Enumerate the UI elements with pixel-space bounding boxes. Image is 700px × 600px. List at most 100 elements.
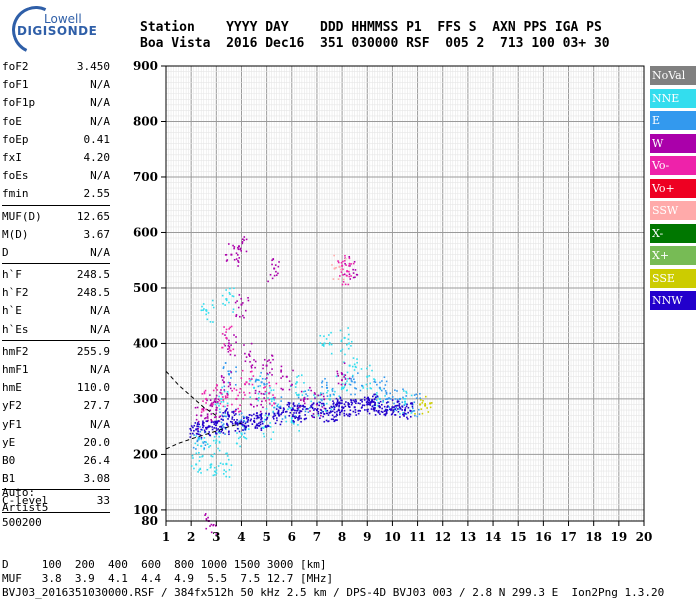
echo-point (227, 458, 230, 461)
echo-point (226, 396, 229, 399)
echo-point (293, 423, 295, 425)
echo-point (284, 411, 287, 413)
echo-point (298, 402, 300, 405)
param-value: N/A (90, 78, 110, 92)
echo-point (294, 409, 296, 412)
echo-point (216, 407, 218, 409)
echo-point (273, 267, 276, 270)
echo-point (338, 409, 341, 412)
echo-point (404, 400, 406, 403)
echo-point (202, 309, 204, 311)
echo-point (272, 358, 274, 361)
echo-point (206, 415, 209, 417)
echo-point (290, 417, 293, 420)
echo-point (379, 381, 381, 384)
echo-point (394, 405, 397, 407)
echo-point (322, 345, 325, 347)
echo-point (214, 416, 216, 419)
echo-point (204, 513, 207, 515)
station-header: Station YYYY DAY DDD HHMMSS P1 FFS S AXN… (140, 20, 610, 52)
echo-point (241, 433, 243, 436)
echo-point (211, 304, 214, 306)
echo-point (319, 392, 322, 394)
echo-point (216, 389, 218, 391)
echo-point (259, 375, 262, 377)
echo-point (338, 265, 341, 268)
echo-point (257, 392, 260, 395)
footer-info: D 100 200 400 600 800 1000 1500 3000 [km… (2, 558, 664, 600)
echo-point (282, 411, 284, 413)
echo-point (196, 440, 199, 443)
echo-point (218, 441, 221, 444)
echo-point (233, 247, 235, 250)
legend-item-sse: SSE (650, 268, 696, 288)
echo-point (397, 410, 400, 413)
echo-point (222, 405, 225, 408)
echo-point (220, 401, 223, 403)
echo-point (418, 413, 421, 415)
echo-point (267, 397, 269, 399)
echo-point (303, 402, 306, 405)
echo-point (303, 400, 305, 403)
echo-point (211, 299, 214, 302)
echo-point (372, 401, 375, 403)
echo-point (302, 404, 305, 407)
echo-point (255, 378, 258, 381)
echo-point (189, 432, 192, 435)
echo-point (311, 406, 314, 409)
echo-point (406, 403, 408, 406)
echo-point (293, 404, 296, 407)
echo-point (217, 398, 220, 401)
echo-point (323, 335, 325, 338)
echo-point (203, 392, 206, 395)
param-label: C-level (2, 494, 49, 508)
echo-point (222, 419, 224, 421)
echo-point (212, 306, 215, 309)
echo-point (344, 353, 346, 356)
echo-point (243, 432, 246, 435)
echo-point (206, 413, 209, 415)
echo-point (253, 417, 256, 420)
echo-point (269, 426, 272, 428)
echo-point (232, 412, 235, 414)
echo-point (202, 426, 204, 429)
echo-point (369, 402, 372, 404)
param-value: 3.450 (76, 60, 110, 73)
param-label: foF2 (2, 60, 29, 73)
echo-point (290, 420, 293, 422)
echo-point (209, 444, 212, 447)
legend-item-vo: Vo+ (650, 178, 696, 198)
echo-point (369, 401, 371, 403)
echo-point (241, 242, 244, 245)
echo-point (245, 356, 248, 358)
echo-point (340, 271, 343, 273)
echo-point (196, 433, 199, 435)
echo-point (385, 393, 388, 395)
echo-point (197, 420, 200, 423)
echo-point (242, 397, 245, 400)
echo-point (410, 402, 412, 404)
param-separator (2, 204, 110, 206)
echo-point (347, 347, 350, 350)
echo-point (390, 413, 393, 416)
echo-point (205, 527, 208, 530)
param-value: 33 (96, 494, 110, 508)
echo-point (376, 404, 379, 407)
echo-point (237, 306, 240, 309)
echo-point (367, 403, 370, 406)
echo-point (199, 467, 201, 470)
echo-point (313, 392, 316, 394)
echo-point (216, 422, 218, 424)
echo-point (348, 262, 351, 265)
echo-point (204, 444, 207, 446)
echo-point (274, 264, 277, 266)
echo-point (233, 258, 236, 261)
echo-point (243, 316, 245, 319)
echo-point (262, 427, 265, 429)
echo-point (350, 275, 352, 277)
echo-point (288, 402, 291, 404)
echo-point (298, 415, 301, 418)
echo-point (245, 381, 248, 384)
echo-point (344, 383, 347, 386)
param-value: 255.9 (76, 344, 110, 358)
